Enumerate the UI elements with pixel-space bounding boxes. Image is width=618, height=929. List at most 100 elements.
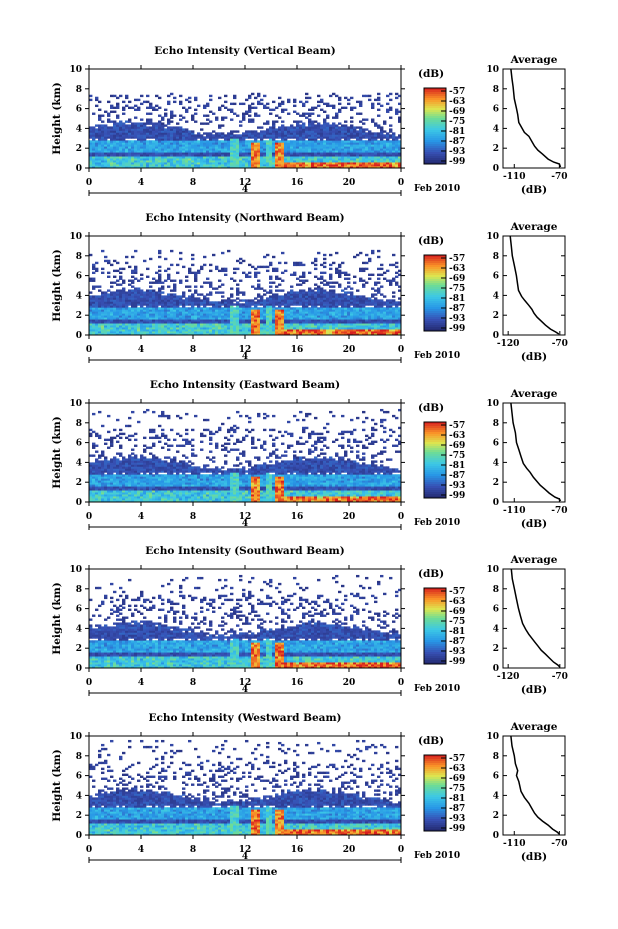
heatmap-cell [293,311,297,314]
heatmap-cell [122,108,126,111]
heatmap-cell [161,329,165,332]
heatmap-cell [128,136,132,139]
heatmap-cell [218,124,222,127]
heatmap-cell [137,303,141,306]
heatmap-cell [191,114,195,117]
heatmap-cell [116,126,120,129]
heatmap-cell [209,110,213,113]
heatmap-cell [314,134,318,137]
heatmap-cell [197,150,201,153]
heatmap-cell [209,321,213,324]
heatmap-cell [146,303,150,306]
heatmap-cell [284,303,288,306]
heatmap-cell [155,140,159,143]
colorbar-swatch [424,140,446,143]
heatmap-cell [338,150,342,153]
heatmap-cell [116,140,120,143]
heatmap-cell [89,309,93,312]
heatmap-cell [380,325,384,328]
heatmap-cell [95,309,99,312]
heatmap-cell [203,297,207,300]
heatmap-cell [152,148,156,151]
heatmap-cell [92,138,96,141]
heatmap-cell [239,136,243,139]
heatmap-cell [356,297,360,300]
heatmap-cell [293,327,297,330]
heatmap-cell [383,307,387,310]
heatmap-cell [233,94,237,98]
heatmap-cell [287,152,291,155]
heatmap-cell [176,130,180,133]
heatmap-cell [272,148,276,151]
heatmap-cell [101,126,105,129]
heatmap-cell [143,333,147,336]
heatmap-cell [329,295,333,298]
heatmap-cell [191,313,195,316]
heatmap-cell [128,120,132,123]
heatmap-cell [173,150,177,153]
heatmap-cell [347,152,351,155]
heatmap-cell [272,156,276,159]
heatmap-cell [173,301,177,304]
heatmap-cell [296,132,300,135]
heatmap-cell [143,323,147,326]
heatmap-cell [113,120,117,123]
heatmap-cell [191,136,195,139]
heatmap-cell [341,128,345,131]
heatmap-cell [158,303,162,306]
heatmap-cell [332,309,336,312]
heatmap-cell [149,142,153,145]
heatmap-cell [146,146,150,149]
heatmap-cell [341,303,345,306]
heatmap-cell [140,152,144,155]
heatmap-cell [269,303,273,306]
heatmap-cell [182,136,186,139]
heatmap-cell [302,319,306,322]
heatmap-cell [326,116,330,119]
heatmap-cell [128,132,132,135]
heatmap-cell [320,128,324,131]
heatmap-cell [344,311,348,314]
heatmap-cell [281,323,285,326]
heatmap-cell [332,144,336,147]
heatmap-cell [266,315,270,318]
heatmap-cell [296,120,300,123]
heatmap-cell [215,144,219,147]
heatmap-cell [380,313,384,316]
heatmap-cell [191,307,195,310]
heatmap-cell [362,156,366,159]
heatmap-cell [95,152,99,155]
heatmap-cell [305,92,309,96]
heatmap-cell [326,136,330,139]
heatmap-cell [128,162,132,165]
heatmap-cell [347,158,351,161]
heatmap-cell [386,148,390,151]
heatmap-cell [281,307,285,310]
x-tick-label: 0 [86,178,92,188]
heatmap-cell [119,130,123,133]
heatmap-cell [278,126,282,129]
x-tick-label: 20 [343,178,356,188]
heatmap-cell [239,333,243,336]
heatmap-cell [362,325,366,328]
heatmap-cell [140,319,144,322]
heatmap-cell [380,331,384,334]
heatmap-cell [260,142,264,145]
heatmap-cell [116,333,120,336]
heatmap-cell [167,132,171,135]
heatmap-cell [179,325,183,328]
heatmap-cell [278,144,282,147]
heatmap-cell [140,327,144,330]
heatmap-cell [200,156,204,159]
heatmap-cell [98,301,102,304]
heatmap-cell [164,301,168,304]
heatmap-cell [131,329,135,332]
heatmap-cell [329,158,333,161]
heatmap-cell [128,146,132,149]
heatmap-cell [110,140,114,143]
heatmap-cell [104,128,108,131]
heatmap-cell [146,311,150,314]
heatmap-cell [179,311,183,314]
heatmap-cell [158,96,162,100]
heatmap-cell [176,327,180,330]
